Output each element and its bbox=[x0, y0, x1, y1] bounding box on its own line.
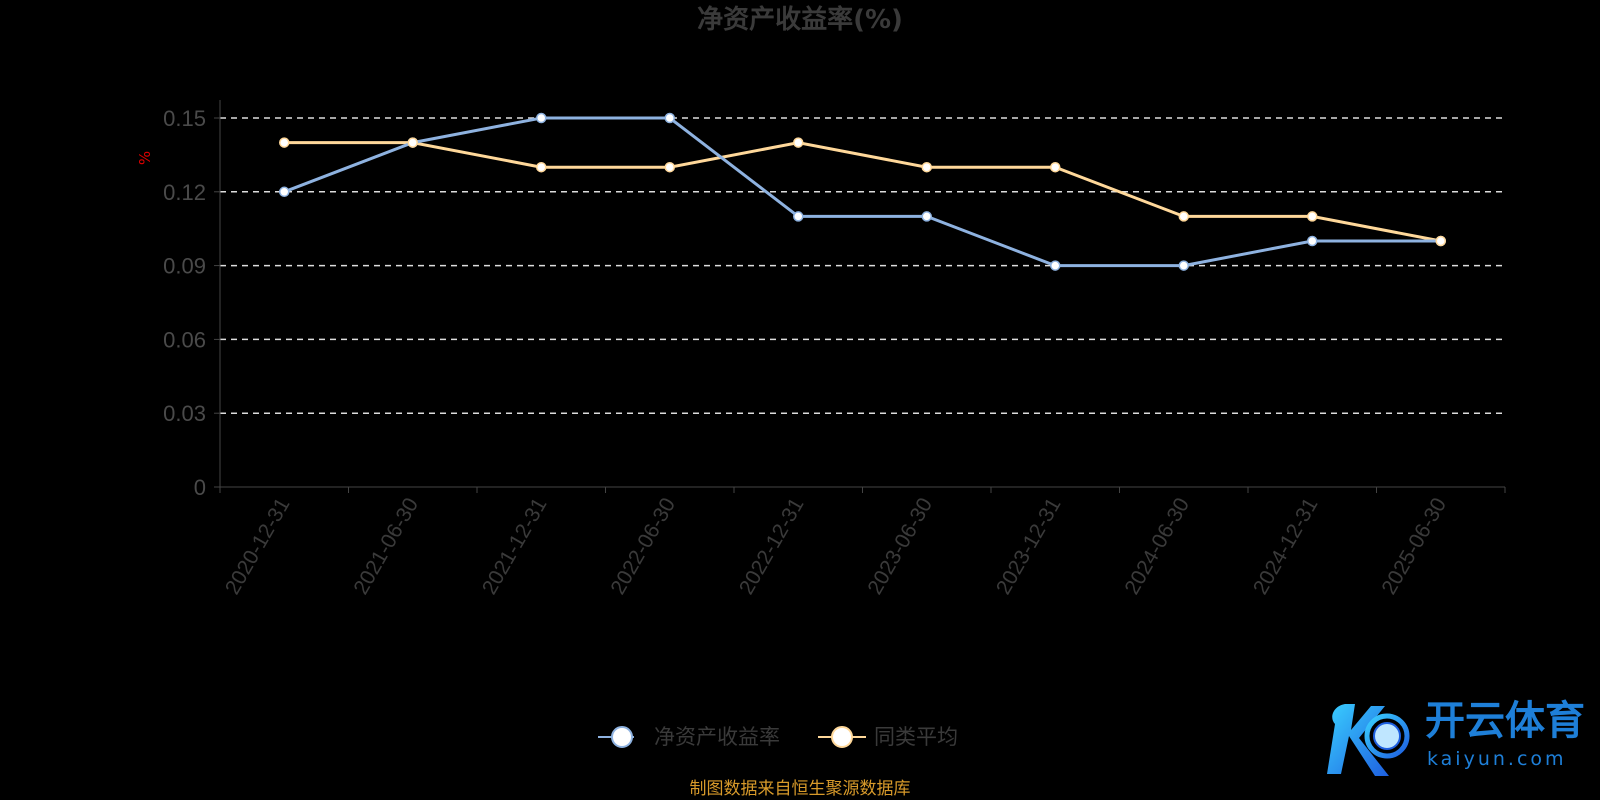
data-point bbox=[664, 112, 675, 124]
data-point bbox=[1178, 260, 1189, 271]
logo-text: 开云体育 bbox=[1425, 698, 1585, 744]
logo-subtext: kaiyun.com bbox=[1427, 748, 1567, 770]
data-point bbox=[793, 211, 804, 222]
data-point bbox=[921, 161, 932, 173]
y-tick-label: 0.12 bbox=[163, 180, 206, 205]
data-point bbox=[664, 161, 675, 173]
y-tick-label: 0.06 bbox=[163, 327, 206, 352]
y-axis-label: % bbox=[136, 151, 154, 165]
watermark-logo: 开云体育 kaiyun.com bbox=[1315, 696, 1600, 780]
logo-k-ball-icon bbox=[1327, 704, 1410, 776]
chart-title: 净资产收益率(%) bbox=[697, 5, 903, 35]
y-tick-label: 0 bbox=[194, 475, 206, 500]
data-point bbox=[1307, 211, 1318, 222]
legend-label: 净资产收益率 bbox=[654, 725, 780, 749]
data-point bbox=[1307, 235, 1318, 247]
data-point bbox=[1050, 161, 1061, 173]
x-tick-label: 2020-12-31 bbox=[221, 494, 295, 599]
legend-label: 同类平均 bbox=[874, 725, 958, 749]
legend-item-roe[interactable]: 净资产收益率 bbox=[598, 722, 780, 752]
x-tick-label: 2021-06-30 bbox=[349, 494, 423, 599]
data-point bbox=[1050, 260, 1061, 271]
y-tick-label: 0.09 bbox=[163, 254, 206, 279]
data-point bbox=[536, 112, 547, 124]
x-tick-label: 2025-06-30 bbox=[1377, 494, 1451, 599]
x-tick-label: 2021-12-31 bbox=[478, 494, 552, 599]
x-tick-label: 2024-06-30 bbox=[1120, 494, 1194, 599]
data-point bbox=[536, 161, 547, 173]
x-tick-label: 2024-12-31 bbox=[1249, 494, 1323, 599]
data-point bbox=[1435, 235, 1446, 247]
y-tick-label: 0.15 bbox=[163, 106, 206, 131]
series-line bbox=[283, 116, 1441, 268]
x-tick-label: 2022-12-31 bbox=[735, 494, 809, 599]
series-line bbox=[284, 141, 1442, 243]
legend-marker-avg-icon bbox=[818, 726, 866, 748]
x-tick-label: 2023-12-31 bbox=[992, 494, 1066, 599]
data-point bbox=[921, 211, 932, 222]
data-point bbox=[279, 186, 290, 198]
data-source-note: 制图数据来自恒生聚源数据库 bbox=[689, 779, 911, 799]
data-point bbox=[793, 137, 804, 148]
data-point bbox=[407, 137, 418, 148]
legend-item-avg[interactable]: 同类平均 bbox=[818, 722, 958, 752]
data-point bbox=[279, 137, 290, 148]
x-tick-label: 2023-06-30 bbox=[863, 494, 937, 599]
y-tick-label: 0.03 bbox=[163, 401, 206, 426]
legend-marker-roe-icon bbox=[598, 726, 634, 748]
data-point bbox=[1178, 211, 1189, 222]
x-tick-label: 2022-06-30 bbox=[606, 494, 680, 599]
